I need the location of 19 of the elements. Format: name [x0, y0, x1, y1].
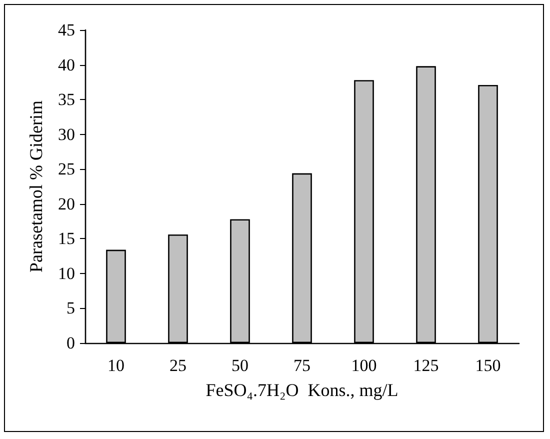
y-tick-label: 10 [58, 264, 75, 283]
y-tick-label: 45 [58, 20, 75, 40]
y-tick-label: 5 [66, 298, 75, 318]
x-tick-label: 150 [475, 356, 501, 375]
x-axis-title: FeSO₄.7H₂O Kons., mg/L [206, 380, 398, 400]
y-tick-label: 20 [58, 194, 75, 214]
y-tick-label: 25 [58, 160, 75, 179]
x-tick-label: 125 [413, 356, 439, 375]
y-tick-label: 30 [58, 124, 75, 144]
x-tick-label: 75 [294, 356, 310, 375]
x-tick-label: 25 [170, 356, 186, 375]
y-tick-label: 40 [58, 55, 75, 74]
y-tick-label: 35 [58, 90, 75, 110]
y-tick-label: 15 [58, 229, 75, 248]
x-tick-label: 100 [351, 356, 377, 375]
y-axis-title: Parasetamol % Giderim [26, 100, 46, 272]
x-tick-label: 50 [232, 356, 248, 375]
y-tick-label: 0 [66, 334, 75, 352]
x-tick-label: 10 [108, 356, 124, 375]
